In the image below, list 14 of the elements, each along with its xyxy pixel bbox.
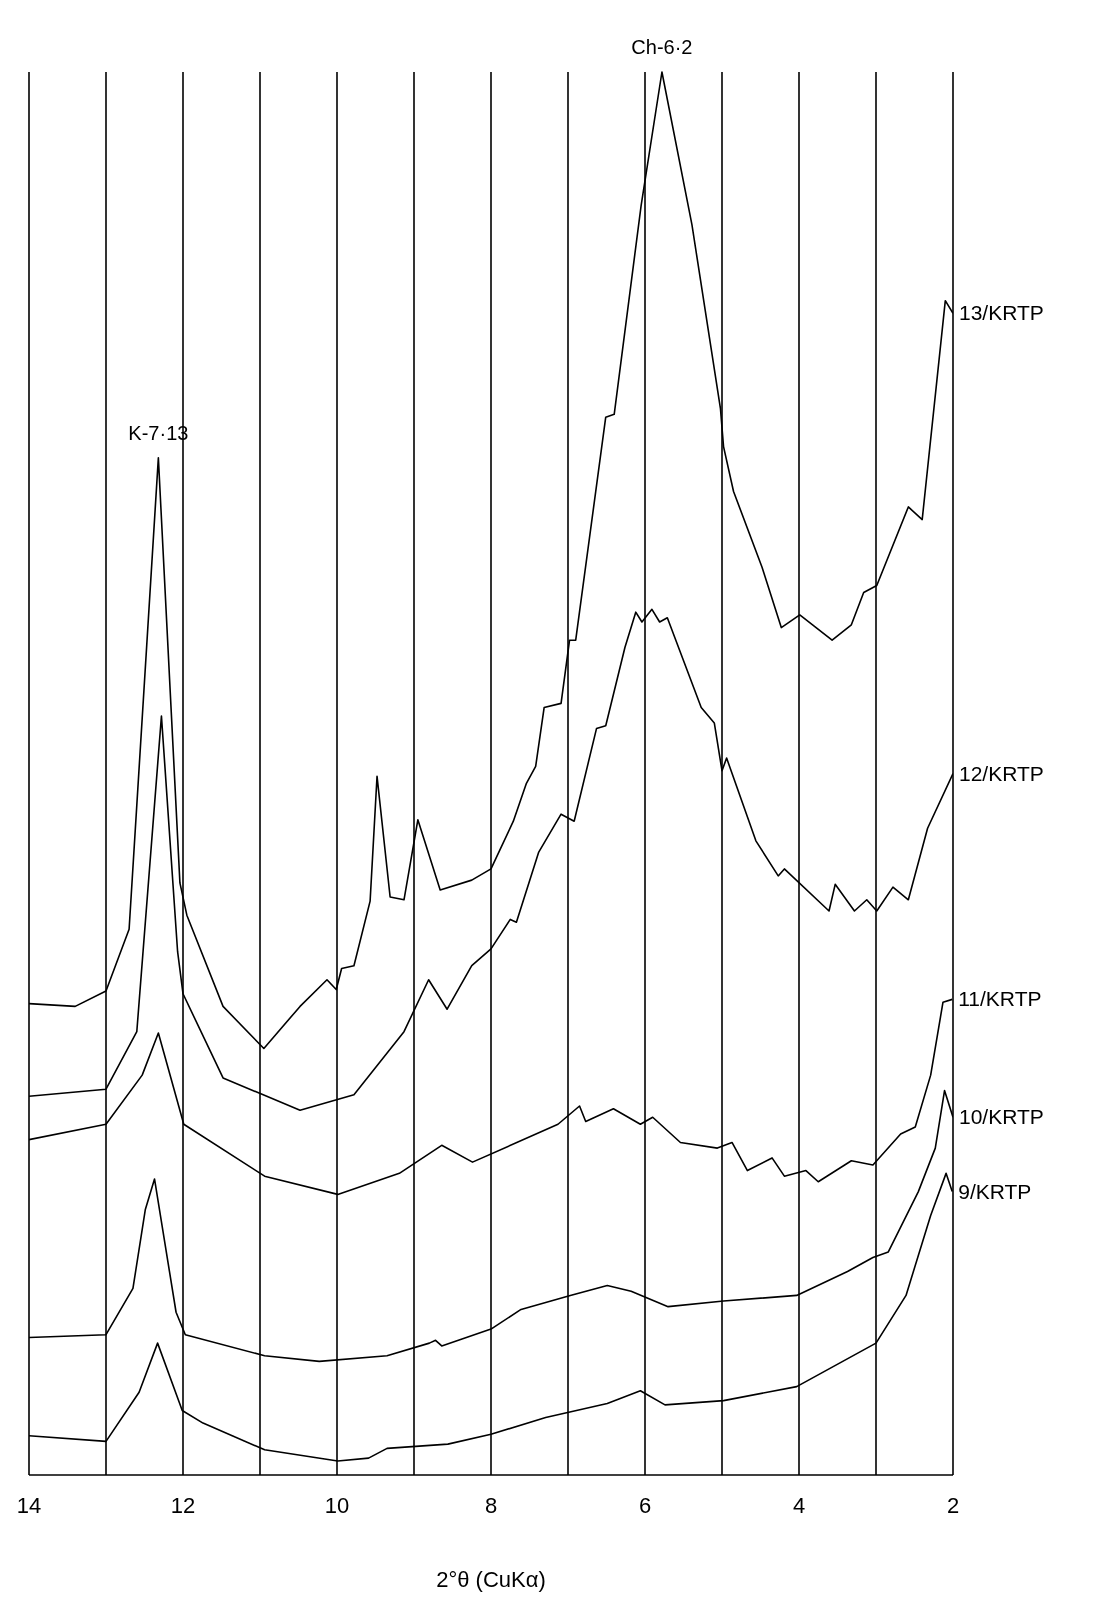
x-axis-title: 2°θ (CuKα) xyxy=(436,1567,546,1592)
x-tick-label: 2 xyxy=(946,1492,960,1518)
series-label: 9/KRTP xyxy=(958,1179,1032,1203)
x-tick-label: 14 xyxy=(16,1492,42,1518)
x-tick-label: 4 xyxy=(792,1492,806,1518)
annotation: Ch-6·2 xyxy=(631,36,693,58)
x-tick-label: 12 xyxy=(170,1492,196,1518)
x-tick-label: 6 xyxy=(638,1492,652,1518)
series-label: 11/KRTP xyxy=(958,987,1042,1011)
series-label: 13/KRTP xyxy=(959,301,1044,325)
x-tick-label: 8 xyxy=(484,1492,498,1518)
x-tick-label: 10 xyxy=(324,1492,350,1518)
series-label: 10/KRTP xyxy=(959,1105,1044,1129)
series-label: 12/KRTP xyxy=(959,761,1044,785)
